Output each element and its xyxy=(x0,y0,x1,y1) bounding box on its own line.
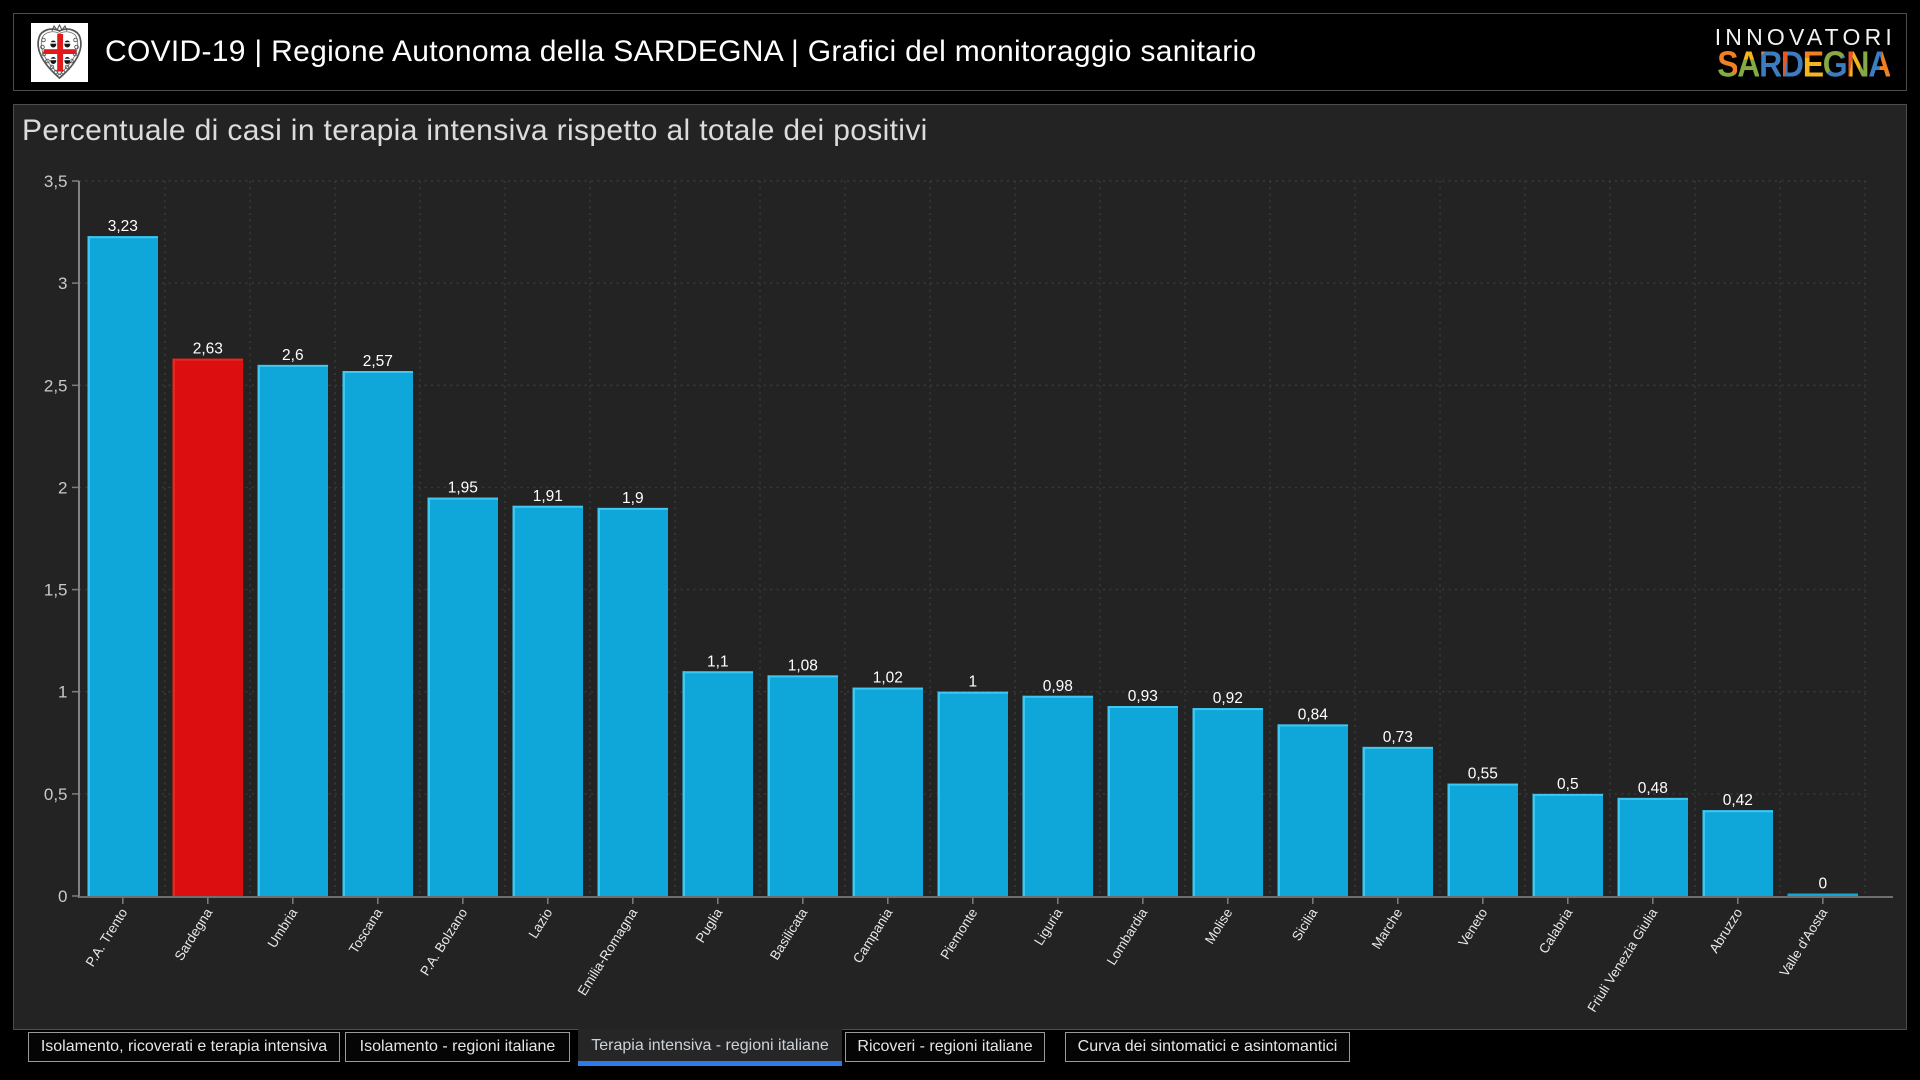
svg-text:0: 0 xyxy=(1818,876,1827,893)
svg-text:2,5: 2,5 xyxy=(44,376,68,395)
svg-text:2,57: 2,57 xyxy=(363,353,393,370)
svg-text:1,5: 1,5 xyxy=(44,581,68,600)
svg-text:0,42: 0,42 xyxy=(1723,792,1753,809)
svg-text:0: 0 xyxy=(58,887,67,906)
svg-text:0,5: 0,5 xyxy=(1557,776,1579,793)
svg-text:0,98: 0,98 xyxy=(1043,678,1073,695)
svg-text:Marche: Marche xyxy=(1369,906,1406,952)
svg-text:Lazio: Lazio xyxy=(526,906,556,941)
svg-text:Sardegna: Sardegna xyxy=(172,905,216,963)
svg-text:1: 1 xyxy=(58,683,67,702)
svg-text:0,55: 0,55 xyxy=(1468,766,1498,783)
svg-text:Calabria: Calabria xyxy=(1536,905,1576,956)
svg-text:P.A. Bolzano: P.A. Bolzano xyxy=(417,906,470,979)
svg-text:Sicilia: Sicilia xyxy=(1289,905,1321,943)
svg-text:Molise: Molise xyxy=(1202,906,1235,947)
svg-text:0,93: 0,93 xyxy=(1128,688,1158,705)
svg-text:3: 3 xyxy=(58,274,67,293)
svg-text:1,95: 1,95 xyxy=(448,480,478,497)
svg-text:1: 1 xyxy=(968,674,977,691)
svg-text:0,5: 0,5 xyxy=(44,785,68,804)
svg-text:P.A. Trento: P.A. Trento xyxy=(83,906,131,970)
svg-text:3,5: 3,5 xyxy=(44,172,68,191)
svg-text:Veneto: Veneto xyxy=(1455,906,1490,950)
svg-text:Toscana: Toscana xyxy=(346,905,386,956)
svg-text:0,73: 0,73 xyxy=(1383,729,1413,746)
svg-text:Valle d'Aosta: Valle d'Aosta xyxy=(1777,905,1831,979)
svg-text:Piemonte: Piemonte xyxy=(937,906,980,962)
svg-text:2: 2 xyxy=(58,478,67,497)
svg-text:Liguria: Liguria xyxy=(1031,905,1065,948)
svg-text:Puglia: Puglia xyxy=(693,905,726,945)
svg-text:Umbria: Umbria xyxy=(265,905,301,950)
svg-text:1,08: 1,08 xyxy=(788,657,818,674)
svg-text:Emilia-Romagna: Emilia-Romagna xyxy=(575,905,641,998)
svg-text:1,91: 1,91 xyxy=(533,488,563,505)
svg-text:0,84: 0,84 xyxy=(1298,706,1329,723)
svg-text:1,9: 1,9 xyxy=(622,490,644,507)
svg-text:Lombardia: Lombardia xyxy=(1104,905,1151,967)
svg-text:Friuli Venezia Giulia: Friuli Venezia Giulia xyxy=(1584,905,1660,1015)
svg-text:Basilicata: Basilicata xyxy=(767,905,811,962)
svg-text:0,92: 0,92 xyxy=(1213,690,1243,707)
svg-text:Campania: Campania xyxy=(850,905,896,966)
svg-text:1,1: 1,1 xyxy=(707,653,729,670)
svg-text:Abruzzo: Abruzzo xyxy=(1706,906,1745,956)
svg-text:0,48: 0,48 xyxy=(1638,780,1668,797)
svg-text:2,6: 2,6 xyxy=(282,347,304,364)
svg-text:2,63: 2,63 xyxy=(193,341,223,358)
svg-text:1,02: 1,02 xyxy=(873,670,903,687)
svg-text:3,23: 3,23 xyxy=(108,218,138,235)
